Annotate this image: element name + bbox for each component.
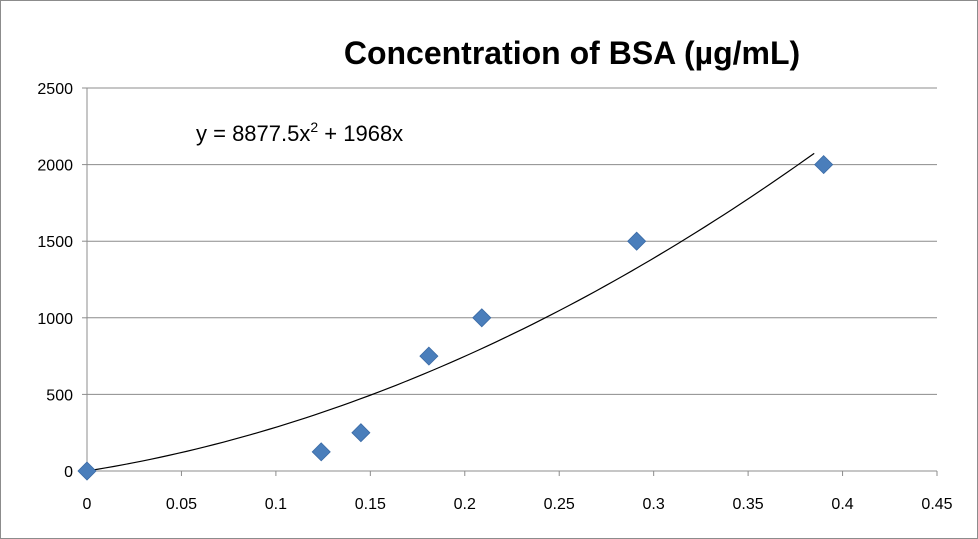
data-point	[472, 308, 492, 328]
data-point	[627, 231, 647, 251]
x-tick-label: 0.2	[454, 496, 476, 513]
x-tick-label: 0	[83, 496, 92, 513]
y-tick-label: 0	[64, 464, 73, 481]
y-tick-label: 1500	[37, 234, 73, 251]
x-tick-label: 0.05	[166, 496, 197, 513]
trendline	[86, 152, 815, 472]
gridlines	[87, 87, 937, 395]
x-tick-label: 0.35	[733, 496, 764, 513]
equation-exponent: 2	[310, 119, 318, 135]
equation-prefix: y = 8877.5x	[196, 121, 310, 146]
y-tick-label: 500	[46, 387, 73, 404]
x-axis-ticks: 0 0.05 0.1 0.15 0.2 0.25 0.3 0.35 0.4 0.45	[83, 471, 953, 513]
data-points	[77, 155, 834, 481]
trendline-equation: y = 8877.5x2 + 1968x	[196, 119, 403, 146]
data-point	[419, 346, 439, 366]
y-tick-label: 2000	[37, 158, 73, 175]
chart-title: Concentration of BSA (µg/mL)	[344, 35, 800, 71]
data-point	[814, 155, 834, 175]
data-point	[351, 423, 371, 443]
equation-suffix: + 1968x	[318, 121, 403, 146]
y-axis-ticks: 0 500 1000 1500 2000 2500	[37, 81, 87, 481]
x-tick-label: 0.25	[544, 496, 575, 513]
x-tick-label: 0.45	[921, 496, 952, 513]
x-tick-label: 0.15	[355, 496, 386, 513]
x-tick-label: 0.4	[831, 496, 853, 513]
data-point	[311, 442, 331, 462]
data-point	[77, 461, 97, 481]
x-tick-label: 0.1	[265, 496, 287, 513]
y-tick-label: 2500	[37, 81, 73, 98]
y-tick-label: 1000	[37, 311, 73, 328]
axes	[86, 88, 937, 472]
x-tick-label: 0.3	[643, 496, 665, 513]
